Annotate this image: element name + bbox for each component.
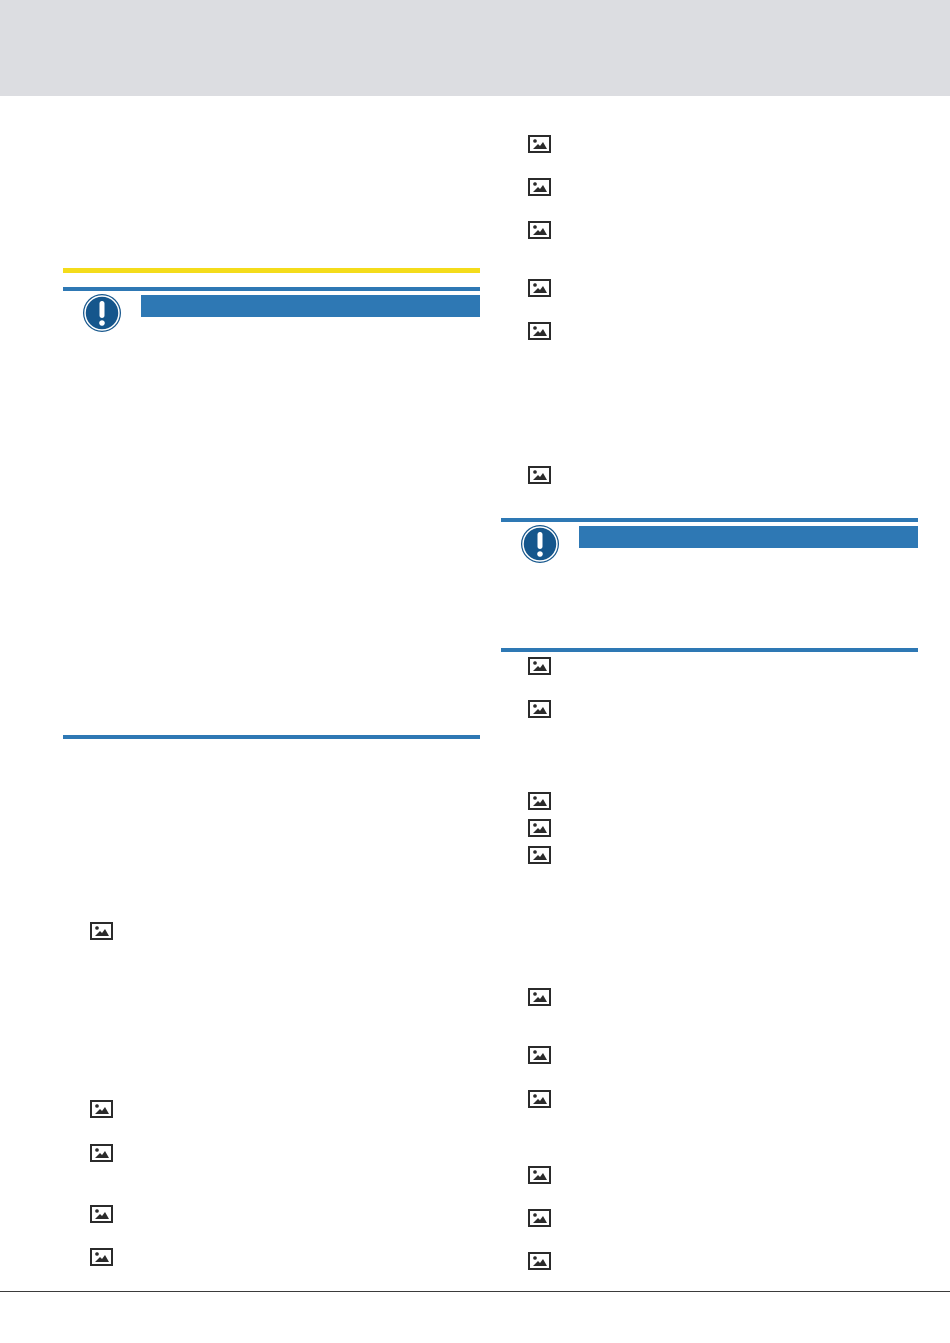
notice-bottom-rule xyxy=(501,648,918,652)
image-placeholder-icon xyxy=(90,1100,113,1118)
image-placeholder-icon xyxy=(528,178,551,196)
image-placeholder-icon xyxy=(528,988,551,1006)
page-footer-rule xyxy=(0,1291,950,1292)
image-placeholder-icon xyxy=(90,922,113,940)
notice-bottom-rule xyxy=(63,735,480,739)
image-placeholder-icon xyxy=(90,1248,113,1266)
image-placeholder-icon xyxy=(528,846,551,864)
image-placeholder-icon xyxy=(528,1090,551,1108)
image-placeholder-icon xyxy=(528,792,551,810)
image-placeholder-icon xyxy=(528,322,551,340)
notice-title-bar xyxy=(579,526,918,548)
image-placeholder-icon xyxy=(528,221,551,239)
image-placeholder-icon xyxy=(528,657,551,675)
exclamation-circle-icon xyxy=(520,524,560,564)
image-placeholder-icon xyxy=(528,1252,551,1270)
image-placeholder-icon xyxy=(90,1144,113,1162)
image-placeholder-icon xyxy=(528,279,551,297)
image-placeholder-icon xyxy=(528,1046,551,1064)
notice-top-rule xyxy=(63,287,480,291)
image-placeholder-icon xyxy=(528,700,551,718)
image-placeholder-icon xyxy=(528,819,551,837)
image-placeholder-icon xyxy=(528,466,551,484)
image-placeholder-icon xyxy=(90,1205,113,1223)
notice-top-rule xyxy=(501,518,918,522)
warning-yellow-rule xyxy=(63,268,480,273)
image-placeholder-icon xyxy=(528,1209,551,1227)
exclamation-circle-icon xyxy=(82,293,122,333)
image-placeholder-icon xyxy=(528,135,551,153)
page-header-band xyxy=(0,0,950,96)
image-placeholder-icon xyxy=(528,1166,551,1184)
notice-title-bar xyxy=(141,295,480,317)
